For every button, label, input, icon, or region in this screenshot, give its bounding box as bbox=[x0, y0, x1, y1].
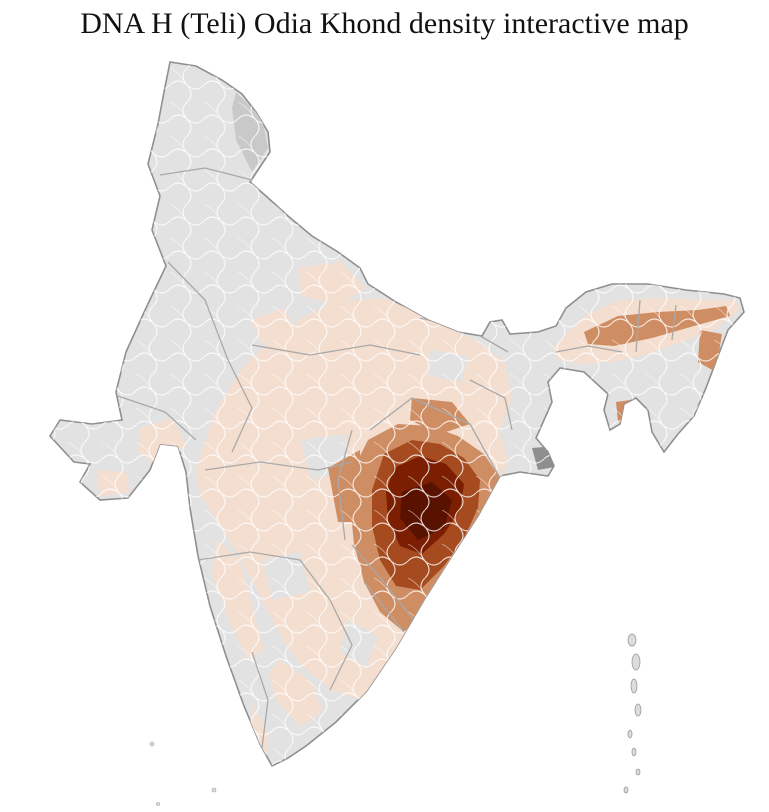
state-borders bbox=[117, 167, 677, 749]
island-chain-andaman[interactable] bbox=[623, 633, 642, 794]
island-dots-lakshadweep[interactable] bbox=[149, 741, 217, 806]
district-borders-texture bbox=[50, 62, 744, 766]
map-title: DNA H (Teli) Odia Khond density interact… bbox=[80, 7, 689, 40]
